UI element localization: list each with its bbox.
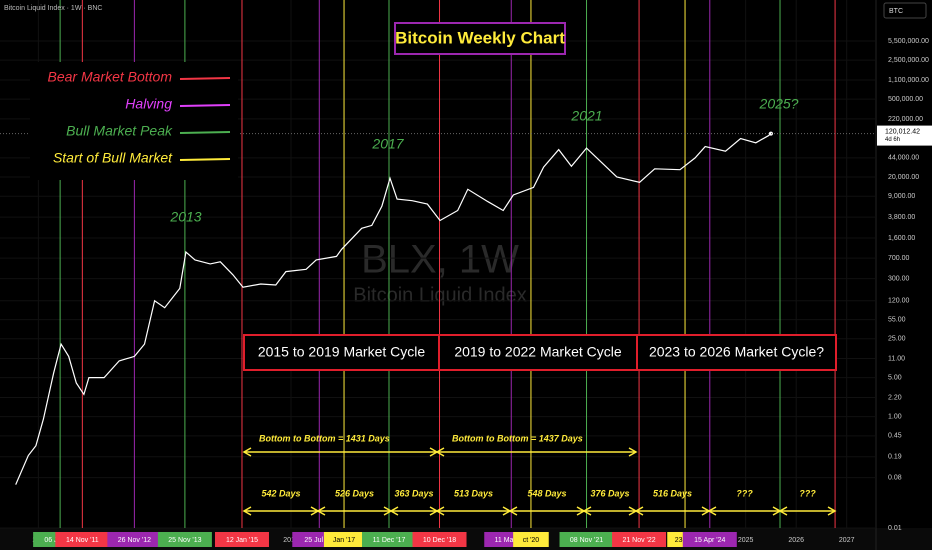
title-box [394, 22, 566, 55]
y-tick-label: 500,000.00 [888, 96, 923, 103]
y-tick-label: 25.00 [888, 336, 906, 343]
event-label: ct '20 [523, 537, 540, 544]
y-tick-label: 0.08 [888, 475, 902, 482]
event-label-box [559, 532, 614, 547]
peak-label: 2021 [570, 108, 602, 124]
duration-label: 376 Days [590, 488, 629, 498]
event-label-box [682, 532, 737, 547]
y-tick-label: 1,600.00 [888, 235, 915, 242]
x-tick-label: 2025 [738, 537, 754, 544]
event-label: 08 Nov '21 [570, 537, 603, 544]
event-label: 11 Dec '17 [373, 537, 406, 544]
legend-label: Start of Bull Market [53, 150, 173, 166]
price-line-group [15, 131, 773, 485]
y-tick-label: 1.00 [888, 413, 902, 420]
symbol-box[interactable] [883, 2, 927, 19]
y-tick-label: 55.00 [888, 316, 906, 323]
cycle-box [438, 334, 638, 371]
chart-title: Bitcoin Weekly Chart [395, 28, 565, 47]
y-tick-label: 1,100,000.00 [888, 77, 929, 84]
y-tick-label: 700.00 [888, 255, 910, 262]
event-label: 11 May '20 [494, 537, 528, 544]
event-label: 15 Apr '24 [694, 537, 725, 544]
y-tick-label: 5.00 [888, 374, 902, 381]
y-tick-label: 11.00 [888, 355, 905, 362]
event-label: 25 Nov '13 [168, 537, 201, 544]
duration-label: 363 Days [394, 488, 433, 498]
x-tick-label: 2026 [788, 537, 804, 544]
event-label: 14 Nov '11 [66, 537, 99, 544]
event-label: 12 Jan '15 [226, 537, 258, 544]
last-point [768, 131, 773, 136]
last-price-label: 120,012.42 [885, 128, 920, 135]
legend-label: Bear Market Bottom [48, 69, 173, 85]
cycle-label: 2023 to 2026 Market Cycle? [649, 344, 824, 360]
y-tick-label: 0.45 [888, 433, 902, 440]
y-tick-label: 2,500,000.00 [888, 57, 929, 64]
event-label-box [214, 532, 269, 547]
event-label: Jan '17 [333, 537, 355, 544]
duration-label: ??? [799, 488, 816, 498]
event-label-box [55, 532, 110, 547]
peak-label: 2017 [371, 136, 404, 152]
duration-label: 542 Days [261, 488, 300, 498]
event-label: 25 Jul '16 [304, 537, 334, 544]
axes: 5,500,000.00 2,500,000.00 1,100,000.00 500,… [0, 38, 932, 547]
y-tick-label: 120.00 [888, 298, 910, 305]
event-label-box [412, 532, 467, 547]
arrow-head [435, 447, 638, 457]
duration-label: 548 Days [527, 488, 566, 498]
legend-label: Bull Market Peak [66, 123, 173, 139]
price-line [15, 133, 772, 485]
event-label-box [323, 532, 365, 547]
cycle-label: 2015 to 2019 Market Cycle [258, 344, 426, 360]
duration-label: 513 Days [454, 488, 493, 498]
duration-label: ??? [736, 488, 753, 498]
legend-swatch [179, 77, 231, 80]
y-tick-label: 300.00 [888, 275, 910, 282]
symbol: BTC [889, 8, 903, 15]
cycle-box [636, 334, 837, 371]
y-tick-label: 20,000.00 [888, 174, 919, 181]
x-tick-label: 2016 [283, 537, 299, 544]
legend-swatch [179, 158, 231, 161]
event-label: 10 Dec '18 [423, 537, 456, 544]
bottom-to-bottom-label: Bottom to Bottom = 1437 Days [452, 433, 583, 443]
last-price-box [877, 125, 932, 146]
countdown: 4d 6h [885, 137, 900, 143]
header: Bitcoin Liquid Index · 1W · BNC [4, 5, 102, 12]
y-tick-label: 220,000.00 [888, 116, 923, 123]
peak-label: 2025? [759, 96, 799, 112]
legend-label: Halving [125, 96, 172, 112]
annotations: 2013 2017 2021 2025? 2015 to 2019 Market Cyc… [169, 96, 837, 516]
event-label-box [361, 532, 416, 547]
event-label: 21 Nov '22 [622, 537, 655, 544]
event-label-box [513, 532, 549, 547]
y-tick-label: 3,800.00 [888, 214, 915, 221]
y-tick-label: 5,500,000.00 [888, 38, 929, 45]
watermark: BLX, 1W [361, 238, 519, 282]
duration-label: 526 Days [335, 488, 374, 498]
cycle-label: 2019 to 2022 Market Cycle [454, 344, 622, 360]
bottom-to-bottom-label: Bottom to Bottom = 1431 Days [259, 433, 390, 443]
event-label-box [157, 532, 212, 547]
legend-swatch [179, 131, 231, 134]
arrow-head [778, 506, 837, 516]
y-tick-label: 2.20 [888, 394, 902, 401]
peak-label: 2013 [169, 209, 201, 225]
y-tick-label: 0.01 [888, 525, 902, 532]
event-label: 26 Nov '12 [118, 537, 151, 544]
x-tick-label: 2027 [839, 537, 855, 544]
event-label-box [107, 532, 162, 547]
legend-swatch [179, 104, 231, 107]
events [59, 0, 836, 528]
y-tick-label: 0.19 [888, 454, 902, 461]
y-tick-label: 44,000.00 [888, 155, 919, 162]
y-tick-label: 9,000.00 [888, 193, 915, 200]
event-label-box [612, 532, 667, 547]
duration-label: 516 Days [653, 488, 692, 498]
legend: Bear Market Bottom Halving Bull Market Pea… [48, 69, 231, 166]
